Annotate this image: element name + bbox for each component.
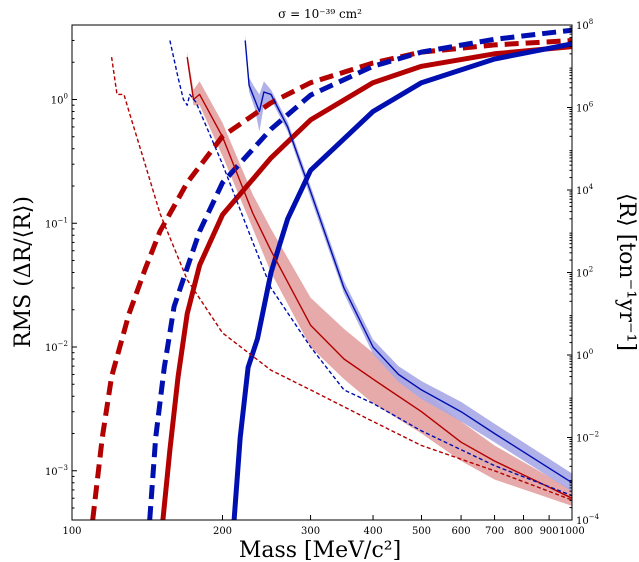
x-tick-label: 200 bbox=[213, 526, 232, 537]
x-tick-label: 600 bbox=[452, 526, 471, 537]
y-right-tick-label: 102 bbox=[576, 266, 593, 280]
y-axis-left-label: RMS (ΔR/⟨R⟩) bbox=[11, 196, 36, 348]
x-tick-label: 1000 bbox=[559, 526, 584, 537]
y-left-tick-label: 10−2 bbox=[45, 340, 68, 354]
y-right-tick-label: 104 bbox=[576, 183, 594, 197]
x-tick-label: 400 bbox=[363, 526, 382, 537]
y-right-tick-label: 106 bbox=[576, 101, 594, 115]
blue-thin-dashed-left-curve bbox=[169, 40, 572, 497]
y-left-tick-label: 100 bbox=[51, 93, 68, 107]
x-tick-label: 100 bbox=[62, 526, 81, 537]
x-tick-label: 500 bbox=[412, 526, 431, 537]
x-axis-label: Mass [MeV/c²] bbox=[239, 538, 401, 562]
y-right-tick-label: 10−4 bbox=[576, 513, 600, 527]
axes: 100 200 300 400 500 600 700 800 900 1000 10−3 10−2 1… bbox=[45, 18, 600, 537]
x-tick-label: 700 bbox=[485, 526, 504, 537]
y-left-tick-label: 10−1 bbox=[45, 216, 68, 230]
y-right-tick-label: 108 bbox=[576, 18, 593, 32]
red-thick-solid-right-curve bbox=[160, 44, 572, 520]
plot-area bbox=[90, 27, 572, 520]
blue-thin-solid-left-curve bbox=[244, 40, 572, 484]
red-thick-dashed-right-curve bbox=[90, 38, 572, 520]
y-axis-right-label: ⟨R⟩ [ton⁻¹yr⁻¹] bbox=[614, 193, 639, 351]
chart-title: σ = 10⁻³⁹ cm² bbox=[278, 7, 362, 21]
x-tick-label: 800 bbox=[514, 526, 533, 537]
blue-thick-solid-right-curve bbox=[231, 41, 572, 520]
red-thin-dashed-left-curve bbox=[110, 56, 572, 501]
blue-thick-dashed-right-curve bbox=[147, 27, 572, 520]
y-right-tick-label: 100 bbox=[576, 348, 593, 362]
x-tick-label: 300 bbox=[301, 526, 320, 537]
plot-frame bbox=[71, 24, 573, 521]
red-thin-solid-left-curve bbox=[186, 56, 572, 499]
y-right-tick-label: 10−2 bbox=[576, 431, 599, 445]
y-left-tick-label: 10−3 bbox=[45, 464, 68, 478]
x-tick-label: 900 bbox=[540, 526, 559, 537]
